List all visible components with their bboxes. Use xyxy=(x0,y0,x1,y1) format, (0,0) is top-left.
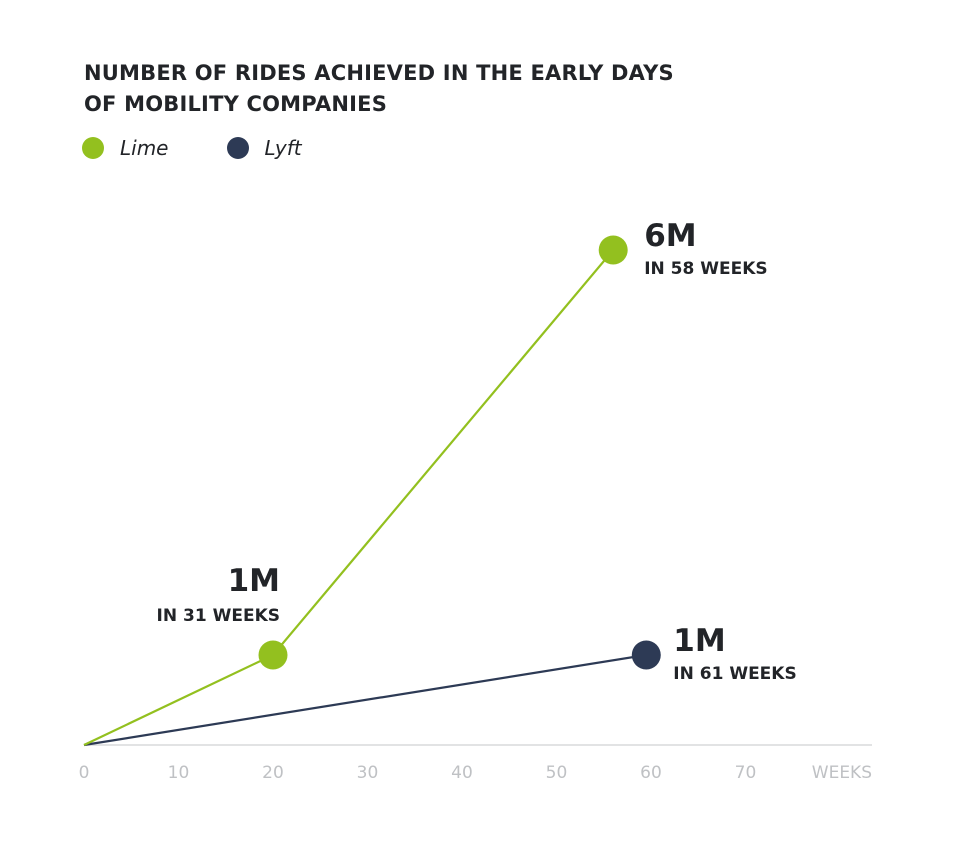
data-label-lime-1: 1M xyxy=(228,563,280,599)
chart-title-line-2: OF MOBILITY COMPANIES xyxy=(84,92,388,116)
legend-swatch-lime xyxy=(82,137,104,159)
x-tick-label-10: 10 xyxy=(168,763,190,783)
data-sublabel-lime-2: IN 58 WEEKS xyxy=(644,259,767,279)
legend-swatch-lyft xyxy=(226,137,249,159)
data-sublabel-lime-1: IN 31 WEEKS xyxy=(157,606,280,626)
chart-title-line-1: NUMBER OF RIDES ACHIEVED IN THE EARLY DA… xyxy=(84,61,674,85)
legend-label-lyft: Lyft xyxy=(264,136,302,160)
marker-lyft-1 xyxy=(631,640,661,670)
legend-item-lyft: Lyft xyxy=(226,136,302,160)
x-tick-label-40: 40 xyxy=(451,763,473,783)
x-tick-label-50: 50 xyxy=(546,763,568,783)
legend-item-lime: Lime xyxy=(82,136,169,160)
x-tick-label-30: 30 xyxy=(357,763,379,783)
x-tick-label-60: 60 xyxy=(640,763,662,783)
x-axis-label: WEEKS xyxy=(812,763,872,783)
series-line-lime xyxy=(83,249,615,746)
x-tick-label-70: 70 xyxy=(735,763,757,783)
marker-lime-1 xyxy=(258,640,288,670)
series-line-lyft xyxy=(83,653,647,747)
marker-lime-2 xyxy=(598,235,628,265)
x-tick-label-0: 0 xyxy=(79,763,90,783)
data-sublabel-lyft-1: IN 61 WEEKS xyxy=(673,664,796,684)
data-label-lyft-1: 1M xyxy=(673,623,725,659)
data-label-lime-2: 6M xyxy=(644,218,696,254)
legend: Lime Lyft xyxy=(82,136,360,160)
x-tick-label-20: 20 xyxy=(262,763,284,783)
legend-label-lime: Lime xyxy=(120,136,169,160)
chart-title: NUMBER OF RIDES ACHIEVED IN THE EARLY DA… xyxy=(84,58,784,120)
